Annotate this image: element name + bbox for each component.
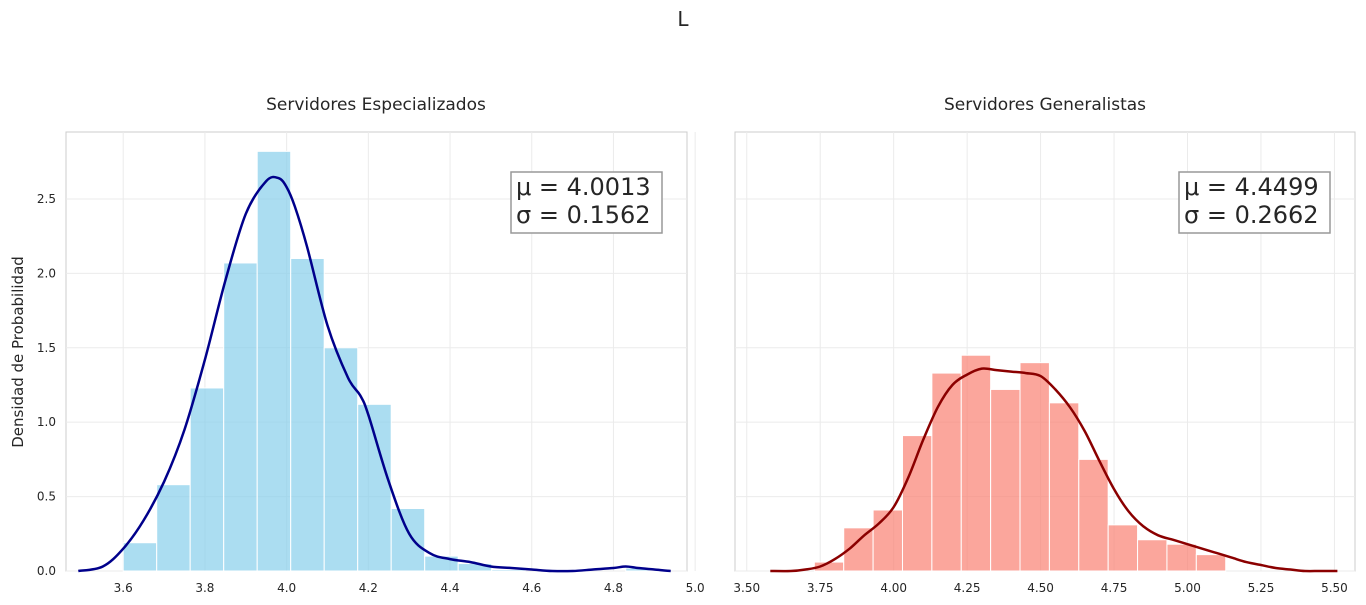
x-tick-label: 5.50 bbox=[1321, 581, 1348, 595]
x-tick-label: 4.0 bbox=[277, 581, 296, 595]
stats-box-generalistas: μ = 4.4499 σ = 0.2662 bbox=[1178, 171, 1331, 234]
histogram-bar bbox=[256, 150, 292, 572]
histogram-bar bbox=[1078, 458, 1109, 572]
histogram-bar bbox=[1048, 402, 1080, 572]
histogram-bar bbox=[990, 388, 1021, 572]
histogram-bar bbox=[1107, 524, 1139, 572]
x-tick-label: 4.2 bbox=[359, 581, 378, 595]
x-tick-label: 4.00 bbox=[880, 581, 907, 595]
histogram-bar bbox=[872, 509, 903, 572]
kde-curve-generalistas bbox=[770, 367, 1338, 573]
y-tick-label: 0.5 bbox=[37, 490, 56, 504]
y-tick-label: 2.5 bbox=[37, 192, 56, 206]
stat-mean: μ = 4.0013 bbox=[516, 173, 651, 201]
histogram-bar bbox=[1137, 539, 1168, 572]
histogram-bar bbox=[323, 347, 359, 572]
histogram-bar bbox=[223, 262, 258, 572]
histogram-bars-especializados bbox=[122, 150, 660, 572]
x-tick-label: 4.25 bbox=[954, 581, 981, 595]
histogram-bar bbox=[931, 372, 962, 572]
y-tick-label: 1.0 bbox=[37, 415, 56, 429]
figure-suptitle: L bbox=[677, 7, 689, 31]
x-tick-label: 5.0 bbox=[686, 581, 705, 595]
stats-box-frame bbox=[510, 171, 663, 234]
panel-title-especializados: Servidores Especializados bbox=[266, 95, 486, 115]
stat-sigma: σ = 0.2662 bbox=[1184, 201, 1319, 229]
y-tick-label: 1.5 bbox=[37, 341, 56, 355]
histogram-bar bbox=[960, 354, 992, 572]
kde-curve-especializados bbox=[78, 175, 671, 573]
y-tick-label: 0.0 bbox=[37, 564, 56, 578]
x-tick-label: 4.4 bbox=[440, 581, 459, 595]
histogram-bars-generalistas bbox=[813, 354, 1227, 572]
x-tick-label: 4.50 bbox=[1027, 581, 1054, 595]
x-tick-label: 3.75 bbox=[807, 581, 834, 595]
stats-box-especializados: μ = 4.0013 σ = 0.1562 bbox=[510, 171, 663, 234]
histogram-bar bbox=[390, 507, 426, 572]
stat-mean: μ = 4.4499 bbox=[1184, 173, 1319, 201]
y-tick-label: 2.0 bbox=[37, 266, 56, 280]
x-ticks-especializados: 3.6 3.8 4.0 4.2 4.4 4.6 4.8 5.0 bbox=[114, 581, 705, 595]
panel-generalistas: Servidores Generalistas 3.50 3.75 4.00 4.25… bbox=[733, 95, 1356, 595]
x-tick-label: 5.25 bbox=[1248, 581, 1275, 595]
x-tick-label: 3.50 bbox=[733, 581, 760, 595]
panel-title-generalistas: Servidores Generalistas bbox=[944, 95, 1146, 115]
histogram-bar bbox=[357, 403, 392, 572]
x-tick-label: 4.75 bbox=[1101, 581, 1128, 595]
histogram-bar bbox=[1195, 554, 1227, 572]
x-tick-label: 5.00 bbox=[1174, 581, 1201, 595]
panel-especializados: Servidores Especializados 3.6 3.8 4.0 4.2 4.… bbox=[37, 95, 705, 595]
histogram-bar bbox=[189, 387, 225, 572]
x-tick-label: 3.8 bbox=[195, 581, 214, 595]
histogram-bar bbox=[122, 542, 158, 572]
x-ticks-generalistas: 3.50 3.75 4.00 4.25 4.50 4.75 5.00 5.25 5.50 bbox=[733, 581, 1347, 595]
y-ticks-especializados: 0.0 0.5 1.0 1.5 2.0 2.5 bbox=[37, 192, 56, 578]
x-tick-label: 3.6 bbox=[114, 581, 133, 595]
stat-sigma: σ = 0.1562 bbox=[516, 201, 651, 229]
y-axis-label: Densidad de Probabilidad bbox=[9, 256, 27, 448]
x-tick-label: 4.8 bbox=[604, 581, 623, 595]
histogram-bar bbox=[1019, 362, 1050, 572]
x-tick-label: 4.6 bbox=[522, 581, 541, 595]
histogram-bar bbox=[156, 484, 191, 572]
stats-box-frame bbox=[1178, 171, 1331, 234]
histogram-bar bbox=[290, 257, 325, 572]
histogram-bar bbox=[1166, 543, 1197, 572]
